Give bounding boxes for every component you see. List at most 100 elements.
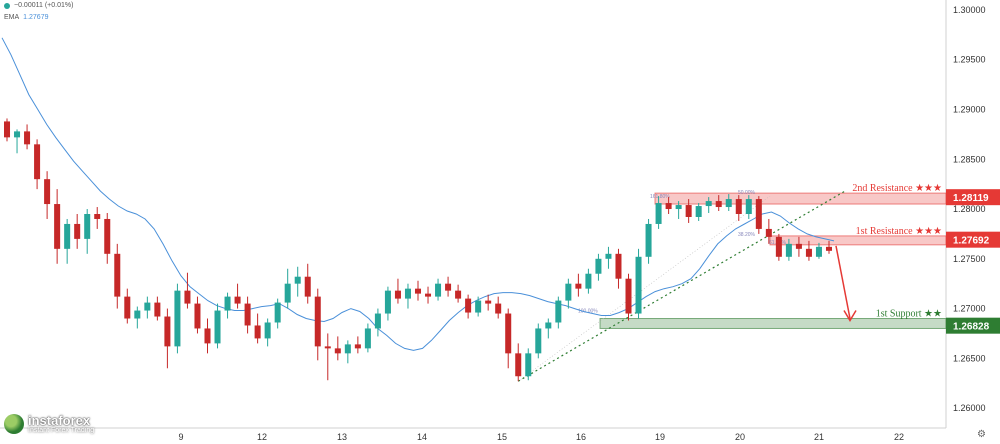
candle-body: [174, 290, 181, 347]
candle-body: [625, 278, 632, 314]
candle-body: [354, 344, 361, 349]
candle-body: [14, 131, 21, 138]
candle-body: [324, 346, 331, 349]
candle-body: [234, 296, 241, 304]
arrow-head-icon: [843, 310, 857, 322]
price-tag-label: 1.28119: [953, 193, 989, 204]
x-tick-label: 12: [257, 432, 267, 442]
candle-body: [64, 223, 71, 249]
candle-body: [214, 310, 221, 344]
x-tick-label: 19: [655, 432, 665, 442]
candle-body: [84, 214, 91, 239]
candle-body: [24, 131, 31, 145]
status-dot-icon: [4, 2, 10, 9]
x-tick-label: 16: [576, 432, 586, 442]
price-change: −0.00011 (+0.01%): [14, 2, 74, 9]
y-tick-label: 1.27000: [953, 304, 986, 314]
y-tick-label: 1.29000: [953, 104, 986, 114]
candle-body: [565, 283, 572, 301]
candle-body: [314, 296, 321, 347]
candle-body: [344, 344, 351, 354]
candle-body: [425, 293, 432, 297]
candle-body: [4, 121, 11, 138]
x-tick-label: 15: [497, 432, 507, 442]
y-tick-label: 1.28500: [953, 154, 986, 164]
fib-diagonal: [518, 195, 771, 382]
candle-body: [274, 302, 281, 323]
x-tick-label: 14: [417, 432, 427, 442]
zone-band: [769, 235, 947, 246]
candle-body: [615, 253, 622, 279]
candle-body: [505, 313, 512, 354]
candle-body: [575, 283, 582, 289]
candle-body: [475, 300, 482, 313]
candle-body: [284, 283, 291, 303]
candle-body: [114, 253, 121, 297]
y-tick-label: 1.29500: [953, 55, 986, 65]
candle-body: [675, 205, 682, 210]
candle-body: [194, 303, 201, 329]
candle-body: [294, 276, 301, 284]
candle-body: [745, 199, 752, 214]
candle-body: [585, 273, 592, 289]
price-tag: [946, 231, 1000, 248]
candle-body: [495, 303, 502, 314]
fib-level-label: 50.00%: [738, 190, 756, 196]
ema-value: 1.27679: [23, 14, 49, 21]
zone-label: 2nd Resistance ★★★: [852, 183, 942, 194]
candle-body: [455, 290, 462, 299]
candle-body: [364, 328, 371, 349]
candle-body: [465, 298, 472, 313]
y-tick-label: 1.30000: [953, 5, 986, 15]
candle-body: [334, 348, 341, 354]
candle-body: [715, 201, 722, 208]
y-tick-label: 1.26500: [953, 353, 986, 363]
candle-body: [795, 243, 802, 249]
x-tick-label: 20: [735, 432, 745, 442]
candle-body: [545, 322, 552, 329]
candle-body: [525, 353, 532, 377]
candle-body: [435, 283, 442, 297]
price-tag: [946, 189, 1000, 206]
candle-body: [374, 313, 381, 329]
zone-label: 1st Resistance ★★★: [856, 226, 942, 237]
candle-body: [695, 206, 702, 217]
y-tick-label: 1.28000: [953, 204, 986, 214]
fib-level-label: 161.80%: [650, 194, 670, 200]
settings-gear-icon[interactable]: ⚙: [977, 429, 986, 440]
candle-body: [775, 236, 782, 257]
candle-body: [184, 290, 191, 304]
candle-body: [685, 205, 692, 217]
candle-body: [665, 203, 672, 210]
candle-body: [404, 288, 411, 299]
candle-body: [655, 203, 662, 224]
fib-level-label: 38.20%: [738, 232, 756, 238]
zone-band: [654, 192, 947, 205]
candle-body: [755, 199, 762, 229]
candle-body: [725, 199, 732, 208]
candle-body: [785, 243, 792, 257]
trendline: [517, 190, 846, 382]
ema-row[interactable]: EMA 1.27679: [4, 14, 48, 21]
x-tick-label: 21: [814, 432, 824, 442]
candle-body: [605, 253, 612, 259]
candle-body: [825, 246, 832, 251]
change-row: −0.00011 (+0.01%): [4, 2, 73, 9]
candle-body: [204, 328, 211, 344]
candle-body: [515, 353, 522, 377]
x-tick-label: 9: [178, 432, 183, 442]
candle-body: [384, 290, 391, 314]
candle-body: [134, 310, 141, 319]
globe-icon: [4, 414, 24, 434]
price-tag: [946, 317, 1000, 334]
x-tick-label: 22: [894, 432, 904, 442]
zone-label: 1st Support ★★: [876, 309, 942, 320]
candle-body: [705, 201, 712, 207]
candle-body: [765, 228, 772, 237]
candle-body: [445, 283, 452, 291]
candle-body: [244, 303, 251, 326]
y-tick-label: 1.26000: [953, 403, 986, 413]
candle-body: [104, 218, 111, 254]
